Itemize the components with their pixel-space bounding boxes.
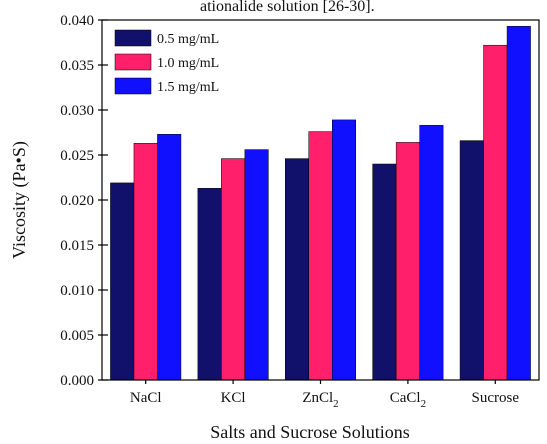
y-axis: 0.000 0.005 0.010 0.015 0.020 0.025 0.030 0.035…	[60, 13, 108, 389]
legend-label: 1.5 mg/mL	[157, 80, 219, 95]
x-tick-label-text: NaCl	[130, 390, 162, 406]
y-tick-label: 0.015	[60, 238, 94, 254]
bar-cacl-series-2	[395, 142, 420, 381]
y-axis-title: Viscosity (Pa•S)	[9, 141, 30, 259]
legend-label: 0.5 mg/mL	[157, 32, 219, 47]
x-axis: NaCl KCl ZnCl2 CaCl2 Sucrose	[130, 380, 520, 410]
bar-zncl-series-1	[285, 158, 309, 381]
y-tick-label: 0.000	[60, 373, 94, 389]
bar-kcl-series-3	[244, 149, 269, 381]
y-tick-label: 0.025	[60, 148, 94, 164]
bar-kcl-series-1	[197, 188, 222, 381]
x-tick-label-text: ZnCl	[302, 390, 333, 406]
y-tick-label: 0.040	[60, 13, 94, 29]
x-tick-label: Sucrose	[472, 390, 520, 406]
bars-group	[110, 26, 531, 381]
y-tick-label: 0.010	[60, 283, 94, 299]
legend-swatch	[114, 29, 152, 47]
y-tick-label: 0.005	[60, 328, 94, 344]
bar-cacl-series-1	[372, 163, 397, 381]
x-tick-label-text: KCl	[221, 390, 246, 406]
legend-swatch	[114, 77, 152, 95]
y-tick-label: 0.030	[60, 103, 94, 119]
legend-swatch	[114, 53, 152, 71]
bar-zncl-series-2	[308, 131, 333, 381]
caption-fragment: ationalide solution [26-30].	[200, 0, 375, 15]
x-tick-label: ZnCl2	[302, 390, 338, 410]
y-tick-label: 0.035	[60, 58, 94, 74]
x-axis-title: Salts and Sucrose Solutions	[210, 422, 410, 442]
bar-nacl-series-1	[110, 182, 135, 381]
x-tick-label-text: CaCl	[390, 390, 421, 406]
x-tick-label: KCl	[221, 390, 246, 406]
x-tick-label-subscript: 2	[333, 398, 339, 410]
x-tick-label-text: Sucrose	[472, 390, 520, 406]
bar-sucrose-series-3	[506, 26, 531, 381]
bar-nacl-series-2	[133, 143, 158, 381]
y-tick-label: 0.020	[60, 193, 94, 209]
bar-cacl-series-3	[419, 125, 444, 381]
bar-kcl-series-2	[221, 158, 246, 381]
bar-sucrose-series-1	[459, 140, 484, 381]
bar-zncl-series-3	[332, 119, 356, 381]
legend: 0.5 mg/mL 1.0 mg/mL 1.5 mg/mL	[114, 29, 219, 95]
legend-label: 1.0 mg/mL	[157, 56, 219, 71]
x-tick-label: CaCl2	[390, 390, 426, 410]
bar-sucrose-series-2	[483, 44, 508, 381]
bar-nacl-series-3	[157, 134, 182, 381]
x-tick-label-subscript: 2	[421, 398, 427, 410]
x-tick-label: NaCl	[130, 390, 162, 406]
